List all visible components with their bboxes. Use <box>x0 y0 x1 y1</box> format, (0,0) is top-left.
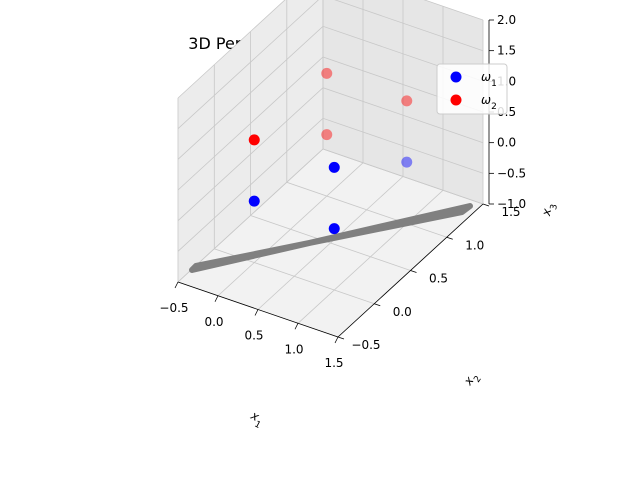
x-tick-mark <box>294 323 299 330</box>
legend-marker-omega1 <box>450 71 462 83</box>
y-tick-mark <box>446 236 453 240</box>
z-axis-label: x3 <box>539 202 560 219</box>
x-axis-label-text: x1 <box>245 408 266 431</box>
x-tick-mark <box>174 281 179 289</box>
y-tick-mark <box>337 336 345 340</box>
grid-line-z <box>177 87 484 221</box>
x-tick-label: 0.0 <box>204 315 223 329</box>
y-axis-label-group: x2 <box>460 369 484 391</box>
point-series-2 <box>321 129 333 141</box>
x-tick-mark <box>254 309 259 316</box>
point-series-2 <box>401 95 413 107</box>
y-tick-label: −0.5 <box>351 338 380 352</box>
x-axis-label: x1 <box>245 408 266 431</box>
tick-labels: −0.50.00.51.01.5−0.50.00.51.01.5−1.0−0.5… <box>159 13 526 370</box>
decision-plane <box>189 203 473 273</box>
x-tick-label: 1.5 <box>324 356 343 370</box>
z-tick-label: −0.5 <box>497 166 526 180</box>
z-axis-label-group: x3 <box>539 202 560 219</box>
grid-line-z <box>177 0 484 99</box>
y-tick-label: 1.0 <box>465 238 484 252</box>
x-tick-mark <box>214 295 219 302</box>
point-series-1 <box>248 195 260 207</box>
grid-line-z <box>177 0 484 129</box>
x-tick-mark <box>334 336 339 344</box>
z-tick-label: 1.5 <box>497 44 516 58</box>
point-series-2 <box>248 134 260 146</box>
x-tick-label: 0.5 <box>244 329 263 343</box>
y-tick-label: 1.5 <box>501 205 520 219</box>
legend-marker-omega2 <box>450 94 462 106</box>
point-series-1 <box>328 223 340 235</box>
grid-line-z <box>177 117 484 252</box>
y-axis-label-text: x2 <box>460 369 484 391</box>
x-tick-label: 1.0 <box>284 342 303 356</box>
point-series-2 <box>321 67 333 79</box>
point-series-1 <box>401 156 413 168</box>
grid-line-z <box>177 56 484 191</box>
legend: ω1 ω2 <box>436 63 508 115</box>
y-tick-mark <box>410 270 417 273</box>
legend-label-omega2: ω2 <box>481 93 497 112</box>
z-tick-label: 2.0 <box>497 13 516 27</box>
z-tick-label: −1.0 <box>497 197 526 211</box>
grid-line-z <box>177 25 484 160</box>
y-tick-mark <box>374 303 381 307</box>
x-axis-label-group: x1 <box>245 408 266 431</box>
legend-label-omega1: ω1 <box>481 70 497 89</box>
x-tick-label: −0.5 <box>159 301 188 315</box>
grid-line-z <box>177 148 484 283</box>
decision-plane-layer <box>189 203 473 273</box>
y-tick-label: 0.0 <box>393 305 412 319</box>
z-axis-label-text: x3 <box>539 202 560 219</box>
y-axis-label: x2 <box>460 369 484 391</box>
data-points <box>248 67 413 235</box>
z-tick-label: 0.0 <box>497 136 516 150</box>
y-tick-mark <box>482 203 490 207</box>
point-series-1 <box>328 161 340 173</box>
y-tick-label: 0.5 <box>429 272 448 286</box>
